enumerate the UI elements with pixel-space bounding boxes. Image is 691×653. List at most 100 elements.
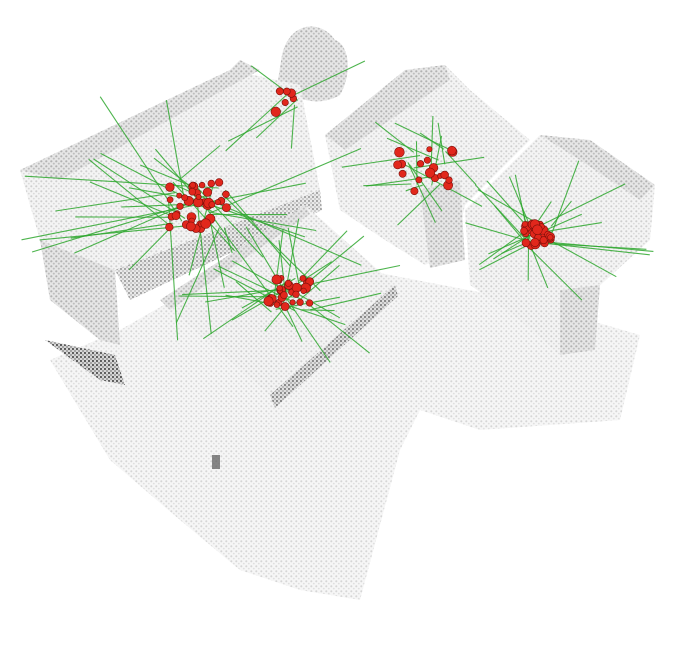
vote-line [288, 305, 346, 326]
vote-point [208, 201, 216, 208]
vote-point [539, 236, 548, 245]
vote-line [208, 211, 317, 232]
vote-line [273, 228, 284, 300]
vote-point [222, 190, 230, 199]
vote-line [21, 202, 204, 241]
vote-point [198, 181, 206, 189]
vote-point [270, 106, 281, 117]
vote-point [188, 187, 197, 196]
vote-point [273, 301, 281, 308]
vote-line [255, 99, 298, 139]
vote-line [227, 106, 298, 142]
vote-line [445, 151, 477, 186]
floor [50, 250, 640, 600]
vote-line [548, 160, 580, 243]
vote-line [165, 100, 185, 199]
vote-line [550, 200, 572, 227]
vote-point [280, 302, 290, 311]
vote-line [474, 184, 531, 245]
vote-point [306, 299, 314, 307]
vote-line [465, 222, 527, 241]
vote-point [447, 145, 457, 156]
vote-line [264, 307, 285, 332]
vote-line [538, 222, 602, 234]
vote-line [298, 230, 348, 282]
vote-line [154, 148, 203, 205]
vote-line [128, 225, 174, 271]
plant-votes [225, 60, 366, 152]
vote-line [172, 183, 362, 266]
vote-point [207, 179, 216, 188]
vote-line [178, 295, 298, 298]
vote-line [394, 122, 450, 150]
vote-point [393, 160, 402, 170]
vote-line [301, 309, 335, 312]
vote-line [194, 184, 264, 258]
vote-point [299, 275, 307, 282]
vote-line [175, 227, 221, 324]
vote-line [208, 216, 225, 288]
vote-point [200, 218, 211, 229]
vote-point [165, 182, 175, 192]
vote-line [223, 227, 233, 254]
vote-line [39, 225, 189, 241]
vote-point [547, 234, 554, 241]
vote-point [425, 167, 436, 178]
vote-line [24, 175, 219, 189]
plant-object [278, 26, 348, 102]
vote-line [287, 227, 300, 284]
vote-point [410, 187, 419, 196]
vote-point [530, 237, 540, 247]
vote-line [407, 162, 436, 223]
vote-line [139, 164, 193, 187]
vote-point [195, 193, 202, 200]
vote-point [214, 199, 221, 206]
vote-point [282, 87, 291, 96]
vote-line [221, 193, 321, 292]
vote-point [275, 87, 284, 96]
vote-line [225, 90, 291, 152]
vote-point [186, 221, 196, 232]
vote-point [202, 187, 213, 197]
vote-line [437, 122, 446, 165]
vote-point [394, 147, 405, 158]
armchair-middle-object [325, 65, 530, 268]
vote-point [215, 178, 224, 187]
coffee-table-votes [178, 218, 401, 363]
vote-point [280, 291, 288, 299]
vote-point [276, 285, 283, 292]
armchair-middle-votes [341, 115, 485, 226]
vote-line [386, 137, 439, 161]
vote-point [520, 227, 528, 235]
vote-line [177, 145, 221, 182]
vote-point [176, 202, 184, 210]
vote-point [423, 156, 431, 164]
vote-point [176, 192, 183, 199]
vote-point [171, 211, 181, 220]
vote-line [294, 60, 366, 95]
vote-line [93, 158, 186, 219]
vote-line [278, 240, 286, 291]
vote-point [521, 221, 529, 228]
vote-point [189, 181, 196, 189]
vote-point [416, 160, 425, 168]
vote-point [181, 194, 189, 201]
vote-point [521, 238, 531, 248]
vote-line [535, 201, 552, 225]
vote-point [263, 296, 274, 307]
vote-line [535, 241, 650, 256]
vote-line [290, 104, 296, 149]
vote-line [167, 198, 179, 341]
vote-line [526, 245, 583, 301]
vote-point [165, 223, 174, 232]
vote-line [121, 203, 185, 208]
vote-line [408, 164, 443, 212]
vote-point [271, 274, 282, 285]
vote-point [166, 196, 174, 203]
vote-point [292, 290, 300, 298]
vote-line [293, 264, 340, 305]
vote-line [55, 192, 175, 212]
vote-point [440, 170, 449, 180]
vote-line [537, 240, 654, 252]
